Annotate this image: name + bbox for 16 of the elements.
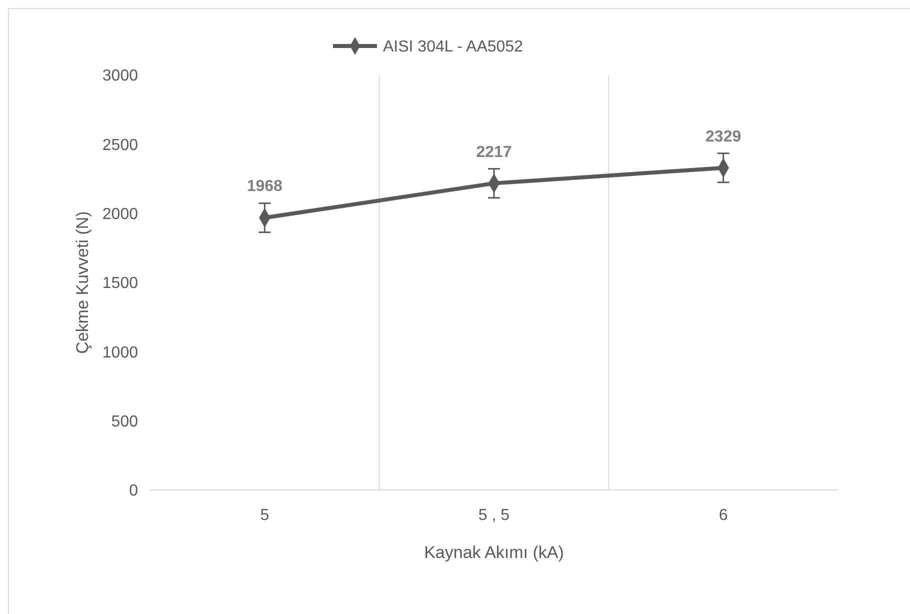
x-tick-label: 5 , 5 [478,507,510,524]
data-label: 2217 [476,144,512,161]
y-tick-label: 2000 [102,206,138,223]
y-tick-label: 1500 [102,275,138,292]
y-tick-label: 3000 [102,68,138,85]
y-tick-label: 2500 [102,136,138,154]
data-label: 2329 [706,128,742,146]
y-tick-label: 0 [129,482,138,500]
x-tick-label: 6 [718,507,728,524]
x-tick-label: 5 [260,507,270,524]
x-axis-title: Kaynak Akımı (kA) [424,543,564,562]
data-label: 1968 [246,178,283,196]
y-tick-label: 1000 [102,344,138,362]
y-axis-title: Çekme Kuvveti (N) [73,211,92,354]
legend-label: AISI 304L - AA5052 [383,38,524,56]
y-tick-label: 500 [111,413,138,430]
